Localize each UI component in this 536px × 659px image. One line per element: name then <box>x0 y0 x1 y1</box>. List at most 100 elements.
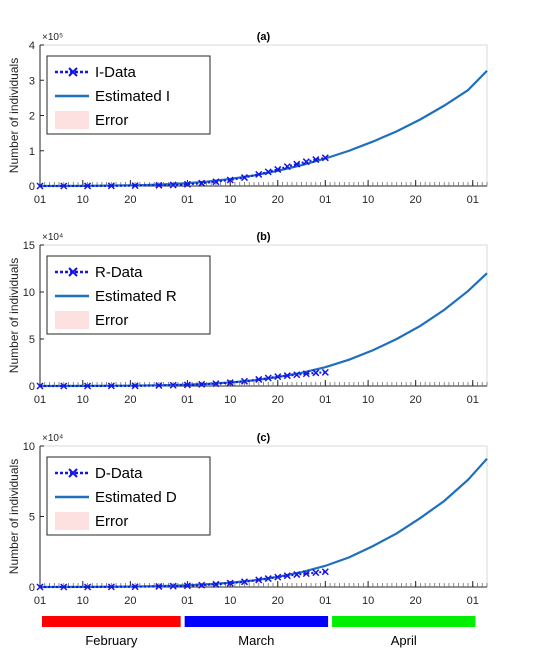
data-point-stroke <box>155 381 163 390</box>
data-point-stroke <box>198 380 206 388</box>
data-point-stroke <box>36 583 44 591</box>
data-point <box>212 580 220 588</box>
data-point-stroke <box>274 373 282 381</box>
data-point-stroke <box>302 570 310 578</box>
y-tick-label: 2 <box>29 111 35 123</box>
data-point-stroke <box>264 374 272 382</box>
data-point <box>198 380 206 388</box>
y-tick-label: 5 <box>29 512 35 524</box>
data-point <box>293 160 301 168</box>
data-point-stroke <box>302 370 310 378</box>
x-tick-label: 20 <box>124 194 136 206</box>
data-point <box>283 572 291 580</box>
data-point <box>293 571 301 579</box>
x-tick-label: 01 <box>319 595 331 607</box>
y-exponent-label: ×10⁵ <box>42 32 63 43</box>
data-point-stroke <box>226 176 234 184</box>
data-point <box>283 163 291 171</box>
data-point-stroke <box>107 182 115 190</box>
panel-title: (a) <box>257 31 271 43</box>
data-point-stroke <box>131 182 139 190</box>
data-point-stroke <box>255 576 263 584</box>
data-point <box>274 165 282 173</box>
x-tick-label: 20 <box>124 394 136 406</box>
data-point <box>240 174 249 182</box>
month-bar <box>332 616 476 627</box>
x-tick-label: 01 <box>467 595 479 607</box>
data-point-stroke <box>84 583 92 591</box>
x-tick-label: 10 <box>224 394 236 406</box>
data-point <box>169 582 177 590</box>
data-point-stroke <box>312 369 320 377</box>
data-point <box>36 382 44 390</box>
data-line <box>40 156 326 187</box>
estimated-line <box>39 457 488 589</box>
data-point-stroke <box>169 181 177 189</box>
x-tick-label: 20 <box>272 194 284 206</box>
data-point <box>107 382 115 390</box>
y-tick-label: 10 <box>23 287 35 299</box>
x-tick-label: 01 <box>181 394 193 406</box>
x-tick-label: 10 <box>362 595 374 607</box>
data-point-stroke <box>293 160 301 168</box>
month-label: February <box>85 633 138 648</box>
y-tick-label: 0 <box>29 381 35 393</box>
data-point <box>321 154 329 162</box>
data-point <box>84 182 92 190</box>
y-tick-label: 0 <box>29 582 35 594</box>
legend-error-label: Error <box>95 312 128 329</box>
data-point-stroke <box>169 381 177 389</box>
data-point <box>255 170 263 178</box>
data-point-stroke <box>255 375 263 383</box>
x-tick-label: 20 <box>272 595 284 607</box>
data-point-stroke <box>321 368 329 376</box>
data-point <box>312 569 320 577</box>
data-point-stroke <box>264 168 272 176</box>
data-point <box>36 182 44 190</box>
y-tick-label: 15 <box>23 240 35 252</box>
data-point-stroke <box>131 583 139 591</box>
data-point-stroke <box>240 174 249 182</box>
data-point <box>264 374 272 382</box>
x-tick-label: 01 <box>34 595 46 607</box>
legend-error-label: Error <box>95 513 128 530</box>
data-point-stroke <box>212 178 220 186</box>
data-point <box>169 181 177 189</box>
y-axis-label: Number of individuals <box>7 58 21 173</box>
legend-error-swatch <box>55 512 89 530</box>
data-point <box>198 179 206 187</box>
data-point <box>60 182 68 190</box>
data-point-stroke <box>283 163 291 171</box>
data-point-stroke <box>169 582 177 590</box>
legend-estimated-label: Estimated R <box>95 288 177 305</box>
data-point-stroke <box>183 180 191 188</box>
data-point-stroke <box>107 382 115 390</box>
y-tick-label: 1 <box>29 146 35 158</box>
data-point-stroke <box>212 380 220 388</box>
y-tick-label: 3 <box>29 75 35 87</box>
legend-error-swatch <box>55 111 89 129</box>
legend-data-label: I-Data <box>95 64 137 81</box>
data-point-stroke <box>36 382 44 390</box>
data-point <box>60 382 68 390</box>
data-point <box>302 570 310 578</box>
x-tick-label: 10 <box>77 194 89 206</box>
data-point <box>255 375 263 383</box>
y-axis-label: Number of individuals <box>7 258 21 373</box>
data-point-stroke <box>155 582 163 590</box>
data-point-stroke <box>240 377 249 385</box>
data-point <box>131 182 139 190</box>
x-tick-label: 01 <box>34 194 46 206</box>
data-point-stroke <box>312 569 320 577</box>
legend-error-swatch <box>55 311 89 329</box>
data-point <box>264 168 272 176</box>
data-point-stroke <box>60 382 68 390</box>
data-point <box>84 382 92 390</box>
data-point-stroke <box>240 578 249 586</box>
data-point <box>255 576 263 584</box>
data-point-stroke <box>36 182 44 190</box>
data-point-stroke <box>274 573 282 581</box>
panel-title: (b) <box>256 231 270 243</box>
x-tick-label: 20 <box>124 595 136 607</box>
